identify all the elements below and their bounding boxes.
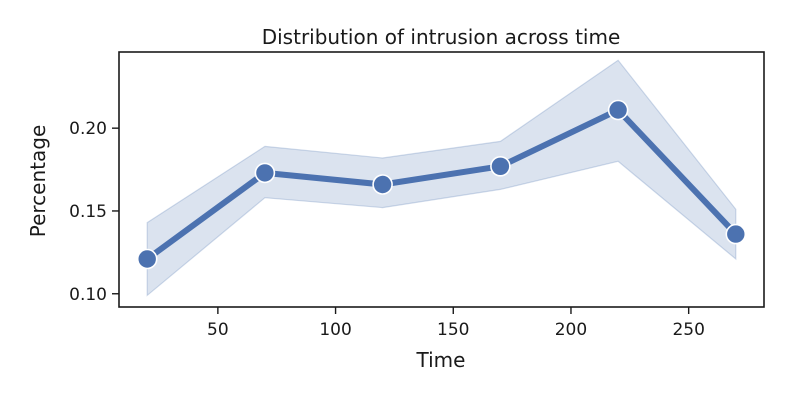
x-tick-label: 100 bbox=[319, 320, 351, 340]
chart-title: Distribution of intrusion across time bbox=[262, 25, 621, 49]
y-axis-title: Percentage bbox=[26, 125, 50, 238]
x-tick-label: 250 bbox=[672, 320, 704, 340]
plot-frame bbox=[118, 51, 765, 308]
x-tick-label: 200 bbox=[555, 320, 587, 340]
data-point bbox=[490, 156, 511, 177]
x-tick-label: 50 bbox=[207, 320, 229, 340]
data-point bbox=[254, 162, 276, 184]
y-tick-label: 0.10 bbox=[69, 285, 107, 305]
data-point bbox=[725, 223, 747, 245]
x-tick-label: 150 bbox=[437, 320, 469, 340]
y-tick-label: 0.20 bbox=[69, 119, 107, 139]
plot-area bbox=[136, 59, 747, 297]
x-axis: 50 100 150 200 250 bbox=[207, 307, 705, 340]
series-line bbox=[144, 107, 739, 262]
x-axis-title: Time bbox=[416, 348, 466, 372]
y-axis: 0.10 0.15 0.20 bbox=[69, 119, 119, 305]
data-point bbox=[372, 174, 393, 195]
data-point bbox=[607, 99, 629, 121]
data-point bbox=[136, 248, 158, 270]
y-tick-label: 0.15 bbox=[69, 202, 107, 222]
